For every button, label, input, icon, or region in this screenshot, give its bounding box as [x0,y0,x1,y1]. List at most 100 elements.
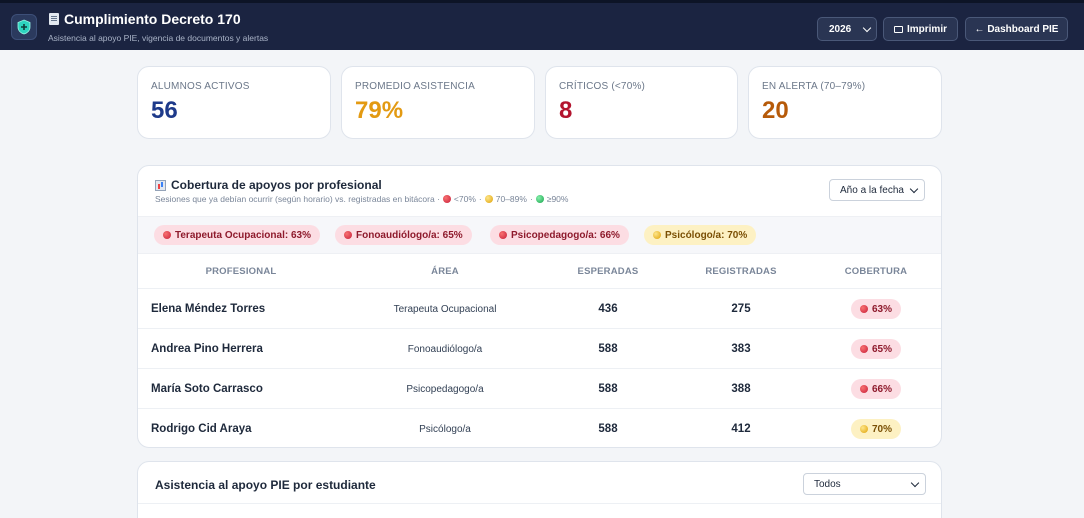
yellow-dot-icon [484,195,493,203]
print-button[interactable]: Imprimir [883,17,958,41]
coverage-description-text: Sesiones que ya debían ocurrir (según ho… [155,194,440,204]
cell-esperadas: 588 [598,343,618,355]
table-row: Elena Méndez Torres Terapeuta Ocupaciona… [138,288,941,329]
coverage-badge: 66% [850,379,901,399]
chevron-down-icon [862,23,872,33]
cell-area: Psicólogo/a [419,423,471,435]
red-dot-icon [442,195,451,203]
stat-card-average-attendance: PROMEDIO ASISTENCIA 79% [341,66,535,139]
cell-registradas: 388 [731,383,751,395]
table-row: María Soto Carrasco Psicopedagogo/a 588 … [138,368,941,409]
cell-cobertura: 66% [826,369,926,409]
legend-yellow: 70–89% [495,194,527,204]
coverage-badge-value: 66% [871,383,892,395]
red-dot-icon [859,305,868,313]
red-dot-icon [859,385,868,393]
column-header-area[interactable]: ÁREA [431,266,459,277]
stat-card-critical: CRÍTICOS (<70%) 8 [545,66,738,139]
stat-label: CRÍTICOS (<70%) [559,81,646,92]
summary-pill-label: Psicopedagogo/a: 66% [511,229,620,241]
clipboard-icon [49,13,59,25]
shield-logo-icon [11,14,37,40]
cell-cobertura: 70% [826,409,926,447]
yellow-dot-icon [653,231,661,239]
green-dot-icon [535,195,544,203]
chevron-down-icon [909,184,919,194]
cell-profesional: Rodrigo Cid Araya [151,423,252,435]
cell-esperadas: 436 [598,303,618,315]
cell-cobertura: 65% [826,329,926,369]
divider [138,503,941,504]
summary-pill: Psicólogo/a: 70% [644,225,757,245]
table-row: Andrea Pino Herrera Fonoaudiólogo/a 588 … [138,328,941,369]
column-header-esperadas[interactable]: ESPERADAS [577,266,639,277]
print-button-label: Imprimir [906,23,947,35]
cell-esperadas: 588 [598,423,618,435]
summary-pill: Fonoaudiólogo/a: 65% [335,225,472,245]
stat-value: 8 [559,97,573,124]
stat-card-active-students: ALUMNOS ACTIVOS 56 [137,66,331,139]
coverage-badge: 63% [850,299,901,319]
column-header-registradas[interactable]: REGISTRADAS [705,266,777,277]
bar-chart-icon [155,179,166,191]
coverage-badge-value: 70% [871,423,892,435]
cell-area: Psicopedagogo/a [406,383,484,395]
coverage-panel: Cobertura de apoyos por profesional Sesi… [137,165,942,448]
stat-label: ALUMNOS ACTIVOS [151,81,250,92]
cell-cobertura: 63% [826,289,926,329]
column-header-cobertura[interactable]: COBERTURA [844,266,908,277]
stat-value: 79% [355,97,404,124]
yellow-dot-icon [859,425,868,433]
red-dot-icon [859,345,868,353]
coverage-badge: 70% [850,419,901,439]
printer-icon [893,25,903,33]
student-filter-value: Todos [814,478,841,490]
cell-registradas: 383 [731,343,751,355]
legend-separator: · [529,194,533,204]
student-filter-select[interactable]: Todos [803,473,926,495]
cell-registradas: 275 [731,303,751,315]
coverage-title: Cobertura de apoyos por profesional [155,178,382,192]
summary-pill: Terapeuta Ocupacional: 63% [154,225,320,245]
column-header-profesional[interactable]: PROFESIONAL [205,266,277,277]
summary-pill: Psicopedagogo/a: 66% [490,225,629,245]
legend-separator: · [478,194,482,204]
app-title-text: Cumplimiento Decreto 170 [64,11,241,27]
coverage-description: Sesiones que ya debían ocurrir (según ho… [155,194,568,204]
legend-red: <70% [453,194,476,204]
year-select-value: 2026 [829,23,852,35]
cell-registradas: 412 [731,423,751,435]
summary-band: Terapeuta Ocupacional: 63% Fonoaudiólogo… [138,216,941,254]
stat-value: 20 [762,97,789,124]
summary-pill-label: Psicólogo/a: 70% [665,229,748,241]
chevron-down-icon [910,478,920,488]
top-bar: Cumplimiento Decreto 170 Asistencia al a… [0,0,1084,50]
app-title: Cumplimiento Decreto 170 [49,11,241,27]
period-select[interactable]: Año a la fecha [829,179,925,201]
red-dot-icon [163,231,171,239]
cell-area: Terapeuta Ocupacional [393,303,497,315]
stat-card-alert: EN ALERTA (70–79%) 20 [748,66,942,139]
period-select-value: Año a la fecha [840,184,904,196]
coverage-badge-value: 65% [871,343,892,355]
coverage-title-text: Cobertura de apoyos por profesional [171,178,382,192]
legend-green: ≥90% [546,194,569,204]
dashboard-pie-button[interactable]: ← Dashboard PIE [965,17,1068,41]
cell-profesional: Elena Méndez Torres [151,303,266,315]
stat-value: 56 [151,97,178,124]
app-subtitle: Asistencia al apoyo PIE, vigencia de doc… [48,33,269,43]
summary-pill-label: Terapeuta Ocupacional: 63% [175,229,311,241]
attendance-panel: Asistencia al apoyo PIE por estudiante T… [137,461,942,518]
cell-area: Fonoaudiólogo/a [407,343,483,355]
dashboard-pie-button-label: ← Dashboard PIE [974,23,1059,35]
stat-label: EN ALERTA (70–79%) [762,81,866,92]
table-row: Rodrigo Cid Araya Psicólogo/a 588 412 70… [138,408,941,447]
cell-profesional: Andrea Pino Herrera [151,343,263,355]
cell-profesional: María Soto Carrasco [151,383,263,395]
coverage-badge: 65% [850,339,901,359]
attendance-title: Asistencia al apoyo PIE por estudiante [155,478,376,492]
red-dot-icon [344,231,352,239]
year-select[interactable]: 2026 [817,17,877,41]
coverage-badge-value: 63% [871,303,892,315]
summary-pill-label: Fonoaudiólogo/a: 65% [356,229,463,241]
